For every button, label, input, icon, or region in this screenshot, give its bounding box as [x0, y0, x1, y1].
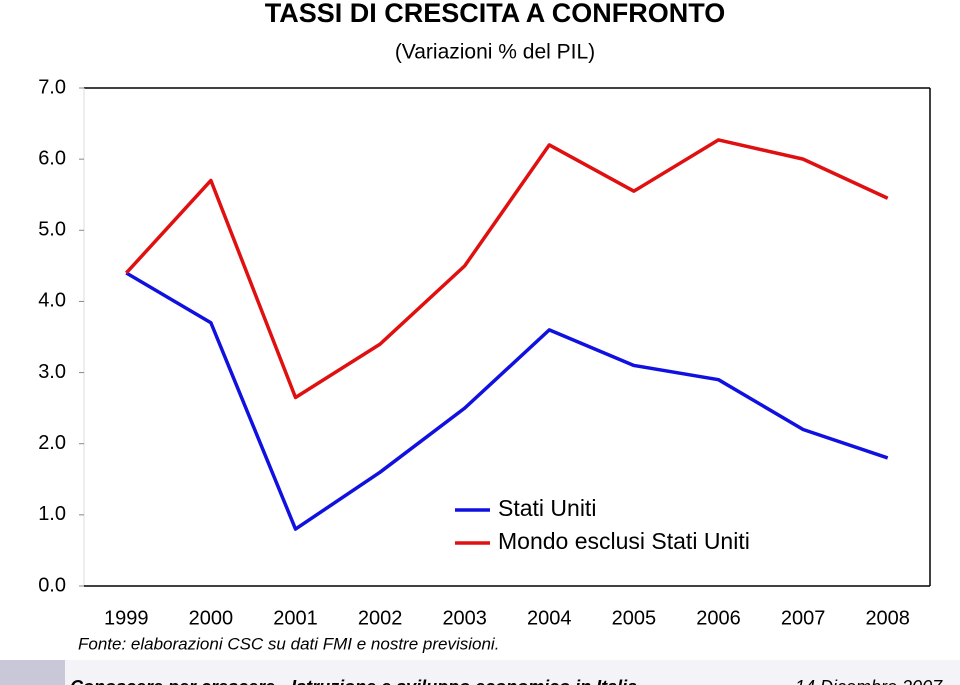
chart-title: TASSI DI CRESCITA A CONFRONTO — [265, 0, 726, 28]
x-tick-label: 2006 — [696, 607, 741, 629]
y-tick-label: 0.0 — [38, 574, 66, 596]
y-tick-label: 5.0 — [38, 219, 66, 241]
legend-label: Mondo esclusi Stati Uniti — [498, 528, 750, 554]
legend-label: Stati Uniti — [498, 495, 596, 521]
x-tick-label: 2004 — [527, 607, 572, 629]
y-tick-label: 4.0 — [38, 290, 66, 312]
footer-date: 14 Dicembre 2007 — [795, 677, 943, 685]
y-tick-label: 2.0 — [38, 432, 66, 454]
footer-text: Conoscere per crescere - Istruzione e sv… — [70, 677, 637, 685]
series-line — [125, 138, 889, 400]
x-tick-label: 2008 — [865, 607, 910, 629]
y-tick-label: 1.0 — [38, 503, 66, 525]
x-tick-label: 2001 — [273, 607, 318, 629]
x-tick-label: 2007 — [781, 607, 826, 629]
x-tick-label: 2000 — [189, 607, 234, 629]
x-tick-label: 2005 — [612, 607, 657, 629]
x-tick-label: 2002 — [358, 607, 403, 629]
source: Fonte: elaborazioni CSC su dati FMI e no… — [78, 634, 499, 653]
y-tick-label: 6.0 — [38, 147, 66, 169]
footer-image — [0, 660, 65, 685]
x-tick-label: 2003 — [442, 607, 487, 629]
footer-bar — [0, 660, 960, 685]
y-tick-label: 7.0 — [38, 76, 66, 98]
chart-subtitle: (Variazioni % del PIL) — [395, 41, 595, 64]
x-tick-label: 1999 — [104, 607, 149, 629]
y-tick-label: 3.0 — [38, 361, 66, 383]
series-line — [125, 271, 889, 531]
